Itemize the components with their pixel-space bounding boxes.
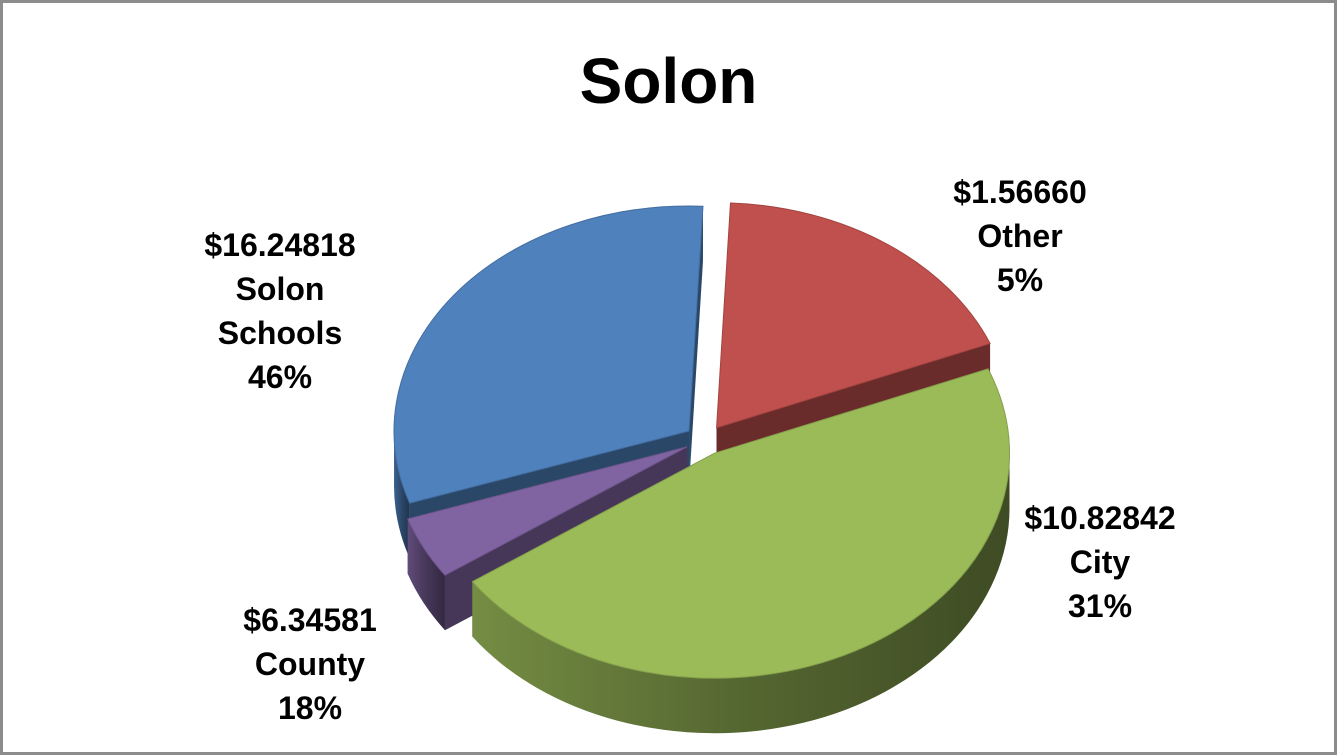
slice-name-line: Other [977,218,1063,254]
slice-rim-other [407,518,445,631]
slice-value-label: $6.34581 [243,602,377,638]
slice-label-other: $1.56660 Other 5% [905,170,1135,302]
slice-percent-label: 18% [277,690,343,726]
slice-value-label: $1.56660 [953,174,1087,210]
pie-slice-city [393,205,704,504]
slice-name-line: City [1069,544,1131,580]
slice-name-line: County [254,646,366,682]
pie-slice-solon-schools [471,368,1011,679]
slice-name-line: Solon [235,271,325,307]
chart-title: Solon [579,45,758,117]
slice-percent-label: 5% [996,262,1044,298]
slice-value-label: $16.24818 [204,227,356,263]
pie-slice-other [407,446,688,576]
slice-name-line: Schools [217,315,343,351]
slice-rim-city [394,430,410,559]
slice-rim-solon-schools [472,453,1010,734]
slice-label-county: $6.34581 County 18% [195,598,425,730]
slice-wall-city-end [689,206,703,486]
slice-value-label: $10.82842 [1024,500,1176,536]
slice-label-solon-schools: $16.24818 Solon Schools 46% [160,223,400,399]
slice-label-city: $10.82842 City 31% [985,496,1215,628]
pie-slice-county [716,202,991,429]
slice-percent-label: 31% [1067,588,1133,624]
slice-percent-label: 46% [247,359,313,395]
